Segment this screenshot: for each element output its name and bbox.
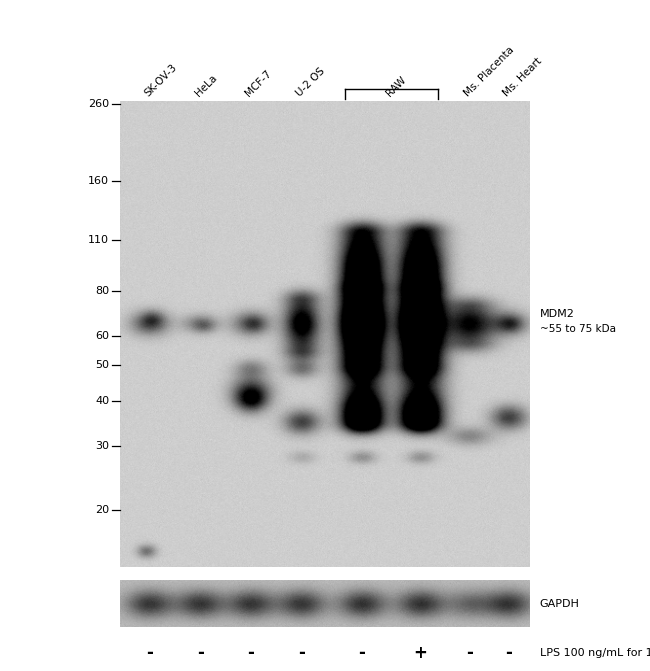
Text: 30: 30 bbox=[95, 441, 109, 451]
Text: 60: 60 bbox=[95, 331, 109, 342]
Text: -: - bbox=[248, 644, 254, 662]
Text: Ms. Heart: Ms. Heart bbox=[501, 56, 543, 99]
Text: -: - bbox=[466, 644, 473, 662]
Text: -: - bbox=[505, 644, 512, 662]
Text: U-2 OS: U-2 OS bbox=[294, 66, 327, 99]
Text: 160: 160 bbox=[88, 176, 109, 186]
Text: 50: 50 bbox=[95, 360, 109, 370]
Text: 110: 110 bbox=[88, 235, 109, 245]
Text: MDM2: MDM2 bbox=[540, 309, 575, 319]
Text: Ms. Placenta: Ms. Placenta bbox=[462, 45, 516, 99]
Text: -: - bbox=[298, 644, 305, 662]
Text: 260: 260 bbox=[88, 99, 109, 109]
Text: 40: 40 bbox=[95, 395, 109, 405]
Text: GAPDH: GAPDH bbox=[540, 599, 579, 609]
Text: HeLa: HeLa bbox=[193, 73, 219, 99]
Text: RAW: RAW bbox=[384, 75, 408, 99]
Text: -: - bbox=[359, 644, 365, 662]
Text: -: - bbox=[197, 644, 203, 662]
Text: ~55 to 75 kDa: ~55 to 75 kDa bbox=[540, 324, 616, 334]
Text: +: + bbox=[413, 644, 428, 662]
Text: 20: 20 bbox=[95, 505, 109, 515]
Text: -: - bbox=[146, 644, 153, 662]
Text: LPS 100 ng/mL for 12h: LPS 100 ng/mL for 12h bbox=[540, 648, 650, 658]
Text: SK-OV-3: SK-OV-3 bbox=[142, 62, 179, 99]
Text: MCF-7: MCF-7 bbox=[244, 68, 274, 99]
Text: 80: 80 bbox=[95, 286, 109, 296]
